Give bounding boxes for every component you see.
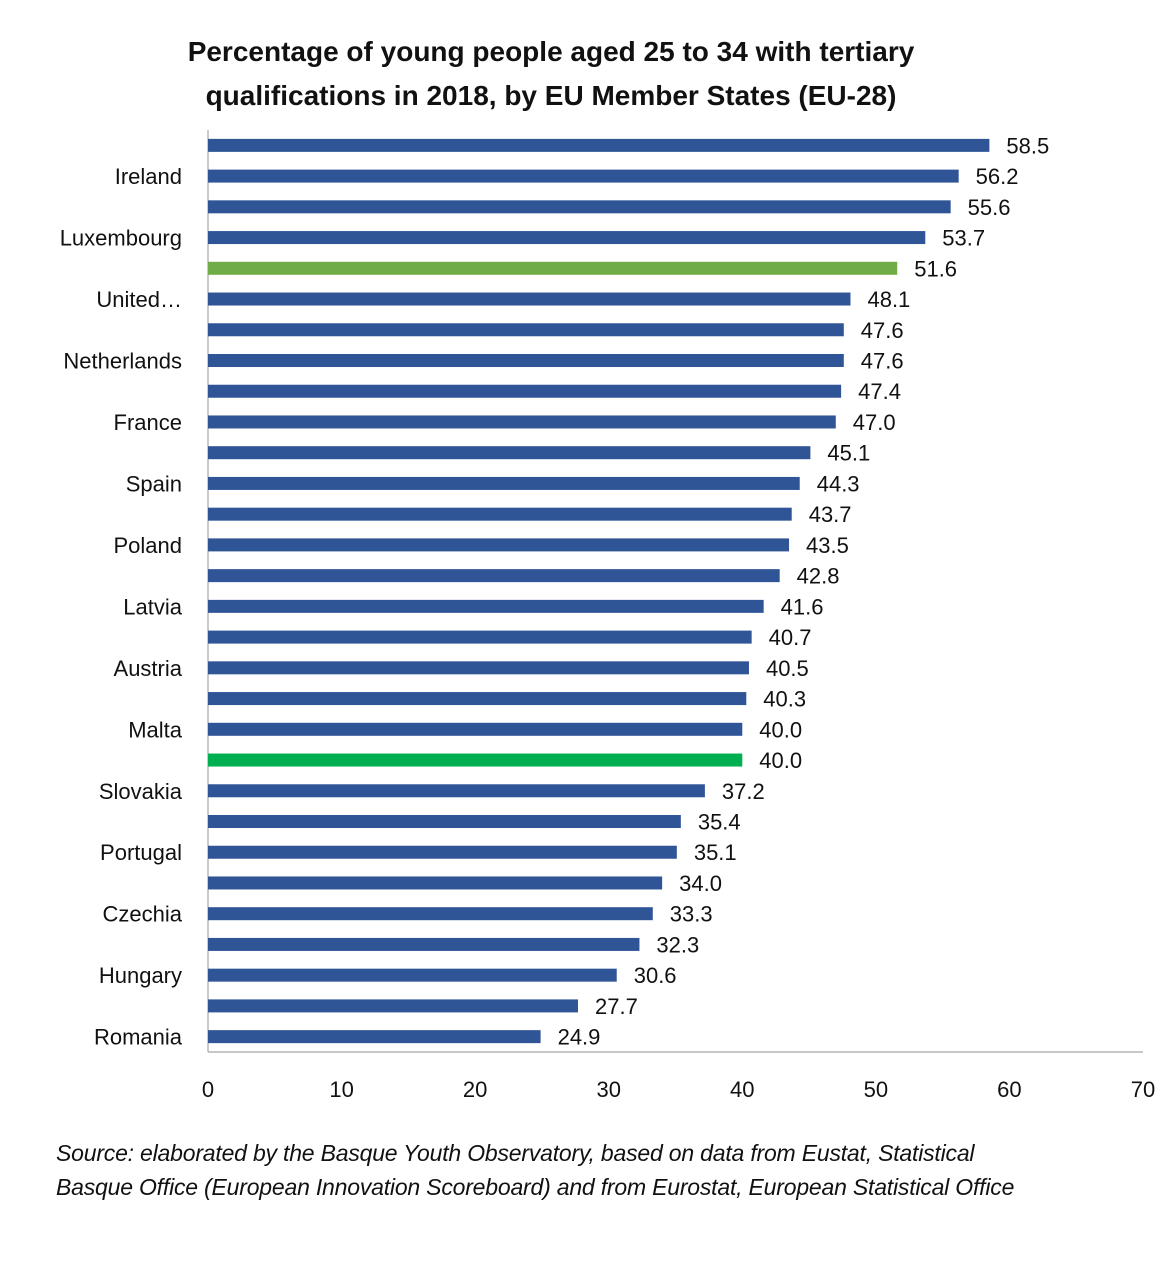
data-label: 27.7 [595,994,638,1019]
x-tick-label: 50 [864,1077,888,1102]
category-label: Austria [114,656,183,681]
category-label: Romania [94,1025,183,1050]
category-label: Slovakia [99,779,183,804]
data-label: 40.0 [759,717,802,742]
category-label: Latvia [123,594,182,619]
data-label: 40.3 [763,687,806,712]
x-tick-label: 60 [997,1077,1021,1102]
data-label: 34.0 [679,871,722,896]
data-label: 53.7 [942,226,985,251]
bar [208,907,653,921]
data-label: 43.5 [806,533,849,558]
bar [208,138,990,152]
bar [208,784,705,798]
data-label: 47.0 [853,410,896,435]
data-label: 56.2 [976,164,1019,189]
category-label: Hungary [99,963,182,988]
category-label: Luxembourg [60,226,182,251]
bar [208,692,747,706]
data-label: 24.9 [558,1025,601,1050]
data-label: 44.3 [817,471,860,496]
x-tick-label: 20 [463,1077,487,1102]
bar [208,538,790,552]
chart-title-line: Percentage of young people aged 25 to 34… [187,36,915,67]
data-label: 47.4 [858,379,901,404]
bar [208,815,681,828]
bar [208,507,792,521]
bar [208,876,663,890]
bar [208,446,811,460]
category-label: United… [96,287,182,312]
data-label: 42.8 [797,564,840,589]
bar [208,630,752,644]
category-label: Malta [128,717,183,742]
data-label: 32.3 [656,932,699,957]
bar [208,968,617,982]
bar [208,384,842,398]
x-tick-label: 70 [1131,1077,1155,1102]
data-label: 41.6 [781,594,824,619]
bar [208,999,578,1013]
chart-title-line: qualifications in 2018, by EU Member Sta… [205,80,897,111]
bar [208,169,959,183]
bar [208,845,677,859]
bar [208,200,951,214]
bar [208,753,743,767]
chart-title: Percentage of young people aged 25 to 34… [0,30,1102,118]
data-label: 35.1 [694,840,737,865]
bar [208,722,743,736]
data-label: 47.6 [861,318,904,343]
data-label: 37.2 [722,779,765,804]
bar [208,476,800,490]
data-label: 43.7 [809,502,852,527]
x-tick-label: 0 [202,1077,214,1102]
data-label: 40.5 [766,656,809,681]
bar [208,599,764,613]
bar [208,354,844,367]
data-label: 58.5 [1006,133,1049,158]
data-label: 51.6 [914,256,957,281]
data-label: 55.6 [968,195,1011,220]
data-label: 48.1 [867,287,910,312]
data-label: 47.6 [861,349,904,374]
data-label: 35.4 [698,810,741,835]
data-label: 45.1 [827,441,870,466]
bar [208,661,749,675]
x-tick-label: 40 [730,1077,754,1102]
category-label: France [114,410,182,435]
category-label: Czechia [103,902,183,927]
bar [208,937,640,951]
bar [208,1030,541,1044]
data-label: 40.0 [759,748,802,773]
bar [208,292,851,306]
data-label: 40.7 [769,625,812,650]
category-label: Poland [113,533,182,558]
x-tick-label: 10 [329,1077,353,1102]
source-note: Source: elaborated by the Basque Youth O… [56,1136,1014,1204]
category-label: Portugal [100,840,182,865]
bar [208,323,844,337]
source-line: Basque Office (European Innovation Score… [56,1174,1015,1200]
data-label: 30.6 [634,963,677,988]
category-label: Ireland [115,164,182,189]
source-line: Source: elaborated by the Basque Youth O… [56,1140,975,1166]
bar [208,569,780,583]
bar [208,261,898,275]
category-label: Spain [126,471,182,496]
data-label: 33.3 [670,902,713,927]
x-tick-label: 30 [596,1077,620,1102]
bar [208,415,836,429]
category-label: Netherlands [63,349,182,374]
bar [208,231,926,245]
